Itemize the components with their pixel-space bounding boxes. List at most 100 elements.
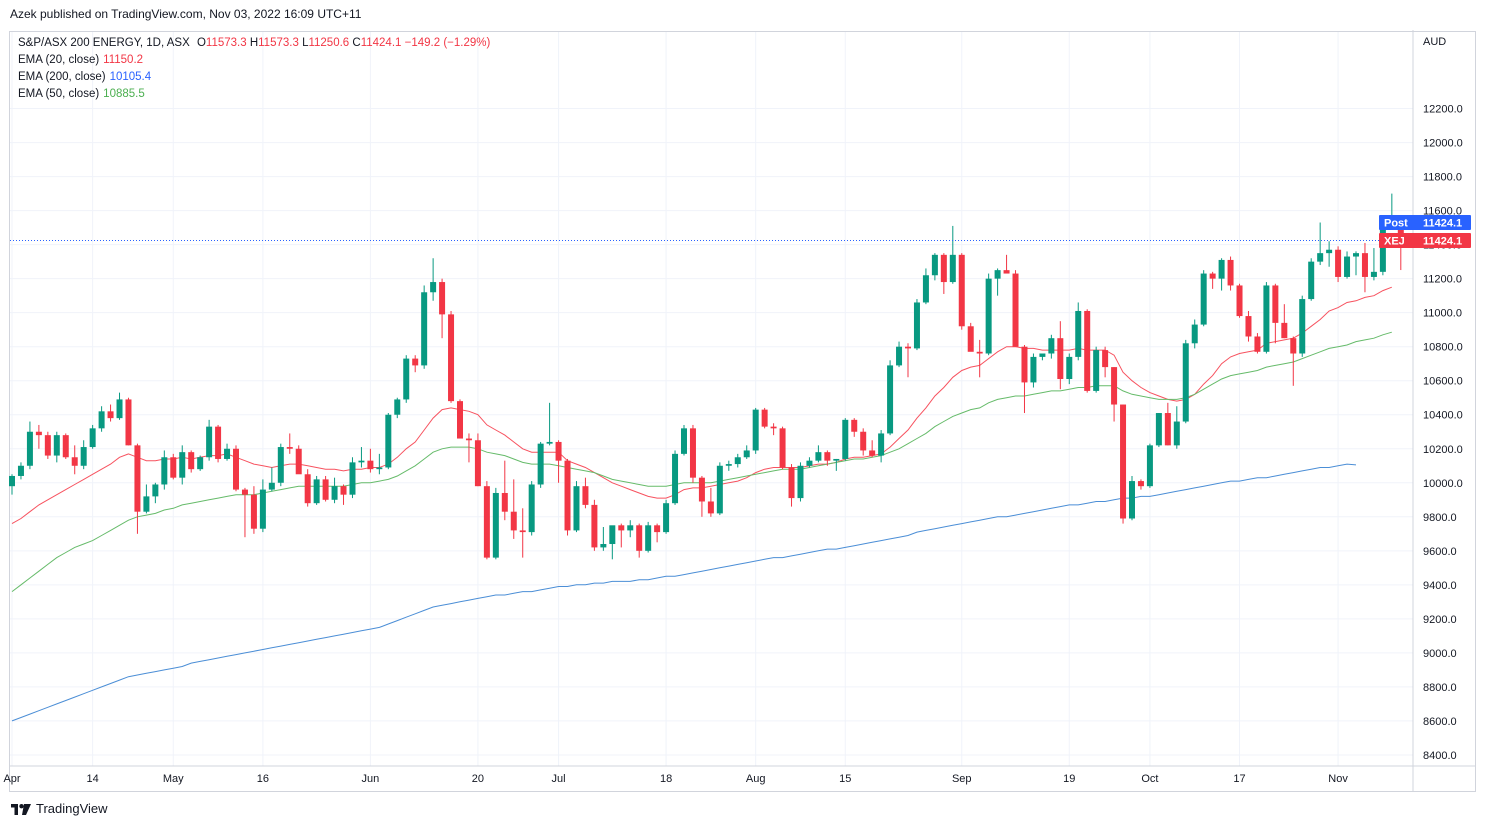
candle — [591, 499, 598, 551]
x-tick-label: Nov — [1328, 773, 1348, 785]
candle — [1173, 406, 1180, 449]
candle — [761, 407, 768, 429]
candle-body — [1236, 285, 1243, 317]
candle-body — [815, 452, 822, 461]
candle — [1254, 333, 1261, 354]
candle — [250, 486, 257, 534]
candle-body — [385, 414, 392, 468]
candle-body — [1111, 367, 1118, 405]
candle — [752, 407, 759, 454]
candle-body — [116, 399, 123, 419]
symbol-name[interactable]: S&P/ASX 200 ENERGY, 1D, ASX — [18, 37, 190, 49]
candle — [815, 445, 822, 463]
candle-body — [528, 484, 535, 533]
candle-body — [1120, 404, 1127, 519]
candle — [1003, 254, 1010, 274]
candle — [1039, 353, 1046, 361]
candle-body — [519, 530, 526, 533]
candle — [860, 428, 867, 456]
candle — [645, 521, 652, 553]
candle-body — [922, 275, 929, 303]
candle — [1353, 251, 1359, 276]
candle-body — [770, 426, 777, 429]
candle — [1290, 336, 1297, 386]
footer-brand[interactable]: TradingView — [10, 801, 108, 816]
x-tick-label: Aug — [746, 773, 766, 785]
candle-body — [797, 465, 804, 499]
candle — [1370, 248, 1377, 281]
candle — [268, 467, 275, 492]
x-tick-label: 15 — [839, 773, 851, 785]
candle — [878, 430, 885, 463]
candle-body — [501, 492, 508, 512]
candle — [976, 339, 983, 378]
y-tick-label: 10800.0 — [1423, 342, 1463, 354]
candle-body — [304, 474, 311, 504]
candle — [170, 453, 177, 480]
y-tick-label: 10200.0 — [1423, 444, 1463, 456]
candle — [1263, 282, 1270, 354]
y-tick-label: 9400.0 — [1423, 580, 1457, 592]
candle — [716, 462, 723, 516]
candle — [1084, 309, 1091, 393]
candle — [259, 479, 266, 533]
candles — [9, 193, 1404, 560]
candle — [681, 424, 687, 456]
candle — [833, 458, 840, 471]
candle-body — [618, 525, 625, 531]
candle-body — [1370, 271, 1377, 277]
candle — [672, 450, 679, 505]
candle-body — [430, 282, 437, 293]
candle — [1075, 302, 1082, 361]
candle — [421, 285, 428, 369]
candle — [71, 445, 78, 475]
candle — [654, 523, 661, 543]
candle — [564, 458, 571, 536]
candle — [1182, 339, 1189, 424]
candle-body — [609, 525, 616, 545]
y-tick-label: 11800.0 — [1423, 172, 1462, 184]
ema200-label: EMA (200, close) — [18, 71, 106, 83]
candle-body — [465, 438, 472, 441]
candle-body — [233, 448, 239, 490]
candle — [483, 481, 490, 560]
ema20-row[interactable]: EMA (20, close) 11150.2 — [18, 52, 494, 69]
candle-body — [107, 411, 114, 419]
candle — [1236, 283, 1243, 318]
candle — [286, 433, 293, 454]
open-value: 11573.3 — [205, 37, 247, 49]
candle — [295, 445, 302, 475]
candle — [555, 440, 562, 483]
candle-body — [1227, 259, 1234, 286]
ema200-value: 10105.4 — [109, 71, 152, 83]
chart-frame[interactable] — [9, 31, 1476, 792]
candle — [985, 273, 992, 356]
y-tick-label: 9000.0 — [1423, 648, 1457, 660]
candle-body — [143, 496, 150, 512]
y-tick-label: 9600.0 — [1423, 546, 1457, 558]
candle — [143, 484, 150, 514]
candle — [152, 482, 159, 504]
candle — [609, 525, 616, 560]
candle — [940, 253, 947, 294]
candle-body — [295, 448, 302, 475]
candle — [1093, 346, 1100, 393]
candle-body — [779, 428, 786, 468]
ema50-row[interactable]: EMA (50, close) 10885.5 — [18, 86, 494, 103]
candle-body — [457, 401, 463, 439]
candle-body — [1084, 310, 1091, 391]
candle — [743, 445, 750, 459]
candle — [734, 453, 741, 468]
ema20-value: 11150.2 — [103, 54, 144, 66]
candle-body — [905, 346, 911, 349]
symbol-row[interactable]: S&P/ASX 200 ENERGY, 1D, ASX O11573.3 H11… — [18, 35, 494, 52]
ema200-row[interactable]: EMA (200, close) 10105.4 — [18, 69, 494, 86]
x-tick-label: 16 — [257, 773, 269, 785]
candle — [313, 475, 320, 505]
candle — [62, 433, 69, 459]
candle-body — [851, 419, 858, 432]
candle-body — [80, 447, 87, 466]
candle-body — [564, 460, 571, 531]
candle — [35, 424, 42, 449]
